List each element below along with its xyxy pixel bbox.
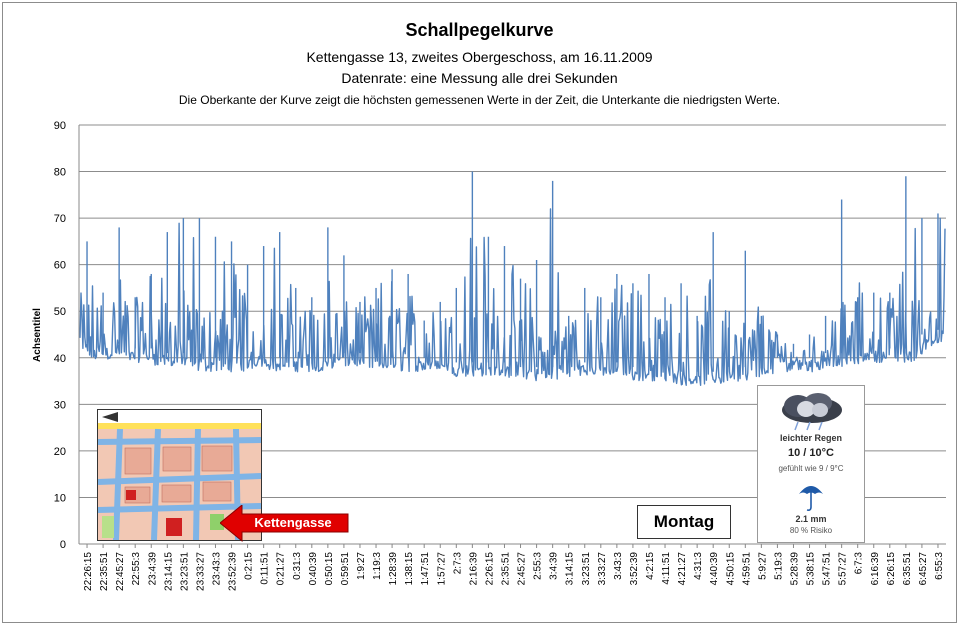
x-tick-label: 4:40:39 [709, 552, 720, 586]
x-tick-label: 3:14:15 [565, 552, 576, 586]
x-tick-label: 2:7:3 [452, 552, 463, 575]
x-tick-label: 3:4:39 [549, 552, 560, 580]
y-tick-label: 90 [54, 120, 66, 132]
x-tick-label: 23:33:27 [195, 552, 206, 591]
umbrella-icon [799, 486, 823, 511]
chart-title: Schallpegelkurve [405, 20, 554, 40]
x-tick-label: 23:4:39 [147, 552, 158, 586]
x-tick-label: 4:11:51 [661, 552, 672, 585]
x-tick-label: 6:26:15 [886, 552, 897, 586]
y-tick-label: 70 [54, 213, 66, 225]
x-tick-label: 2:26:15 [484, 552, 495, 586]
x-tick-label: 5:28:39 [789, 552, 800, 586]
x-tick-label: 0:11:51 [260, 552, 271, 585]
x-tick-label: 3:33:27 [597, 552, 608, 586]
x-tick-label: 1:19:3 [372, 552, 383, 580]
series-group [79, 171, 946, 386]
x-tick-label: 2:35:51 [500, 552, 511, 586]
weather-description: leichter Regen [779, 433, 843, 443]
x-tick-label: 2:55:3 [533, 552, 544, 580]
x-tick-label: 3:23:51 [581, 552, 592, 586]
x-tick-label: 1:47:51 [420, 552, 431, 586]
x-tick-label: 22:45:27 [115, 552, 126, 591]
x-tick-label: 22:35:51 [99, 552, 110, 591]
x-tick-label: 3:52:39 [629, 552, 640, 586]
y-tick-label: 50 [54, 306, 66, 318]
x-tick-label: 5:19:3 [773, 552, 784, 580]
x-tick-label: 3:43:3 [613, 552, 624, 580]
y-tick-label: 20 [54, 446, 66, 458]
weather-widget: leichter Regen 10 / 10°C gefühlt wie 9 /… [757, 385, 865, 543]
y-tick-label: 80 [54, 167, 66, 179]
x-tick-label: 6:45:27 [918, 552, 929, 586]
x-tick-label: 1:28:39 [388, 552, 399, 586]
x-tick-label: 1:9:27 [356, 552, 367, 580]
y-tick-label: 60 [54, 260, 66, 272]
x-tick-label: 2:45:27 [517, 552, 528, 586]
x-tick-label: 5:47:51 [822, 552, 833, 586]
y-tick-label: 30 [54, 399, 66, 411]
x-tick-label: 5:9:27 [757, 552, 768, 580]
street-map-inset [97, 409, 262, 541]
x-tick-label: 0:31:3 [292, 552, 303, 580]
chart-subtitle-datarate: Datenrate: eine Messung alle drei Sekund… [341, 70, 618, 86]
y-axis-ticks: 0 10 20 30 40 50 60 70 80 90 [54, 120, 66, 551]
x-tick-label: 23:43:3 [211, 552, 222, 586]
x-tick-label: 6:55:3 [934, 552, 945, 580]
y-tick-label: 0 [60, 539, 66, 551]
x-axis-ticks: 22:26:15 22:35:51 22:45:27 22:55:3 23:4:39 23… [83, 544, 945, 591]
rain-amount: 2.1 mm [795, 514, 827, 524]
x-tick-label: 4:2:15 [645, 552, 656, 580]
x-tick-label: 1:38:15 [404, 552, 415, 586]
x-tick-label: 6:7:3 [854, 552, 865, 575]
y-tick-label: 10 [54, 492, 66, 504]
x-tick-label: 4:31:3 [693, 552, 704, 580]
x-tick-label: 22:26:15 [83, 552, 94, 591]
rain-risk: 80 % Risiko [789, 526, 833, 535]
x-tick-label: 0:50:15 [324, 552, 335, 586]
day-label: Montag [637, 505, 731, 539]
x-tick-label: 23:14:15 [163, 552, 174, 591]
x-tick-label: 1:57:27 [436, 552, 447, 586]
y-axis-label: Achsentitel [32, 308, 43, 362]
x-tick-label: 5:38:15 [806, 552, 817, 586]
x-tick-label: 22:55:3 [131, 552, 142, 586]
x-tick-label: 4:21:27 [677, 552, 688, 586]
x-tick-label: 0:59:51 [340, 552, 351, 586]
kettengasse-arrow [220, 505, 349, 543]
x-tick-label: 5:57:27 [838, 552, 849, 586]
x-tick-label: 6:16:39 [870, 552, 881, 586]
x-tick-label: 4:59:51 [741, 552, 752, 586]
x-tick-label: 6:35:51 [902, 552, 913, 586]
chart-subtitle-explanation: Die Oberkante der Kurve zeigt die höchst… [178, 93, 781, 107]
series-line [79, 208, 946, 386]
kettengasse-label: Kettengasse [254, 515, 332, 530]
y-tick-label: 40 [54, 353, 66, 365]
x-tick-label: 23:52:39 [228, 552, 239, 591]
weather-feels-like: gefühlt wie 9 / 9°C [778, 464, 844, 473]
weather-temperature: 10 / 10°C [788, 447, 834, 459]
x-tick-label: 0:21:27 [276, 552, 287, 586]
x-tick-label: 23:23:51 [179, 552, 190, 591]
rain-cloud-icon [782, 393, 842, 431]
x-tick-label: 0:2:15 [244, 552, 255, 580]
chart-subtitle-location: Kettengasse 13, zweites Obergeschoss, am… [306, 49, 653, 65]
x-tick-label: 4:50:15 [725, 552, 736, 586]
x-tick-label: 0:40:39 [308, 552, 319, 586]
x-tick-label: 2:16:39 [468, 552, 479, 586]
